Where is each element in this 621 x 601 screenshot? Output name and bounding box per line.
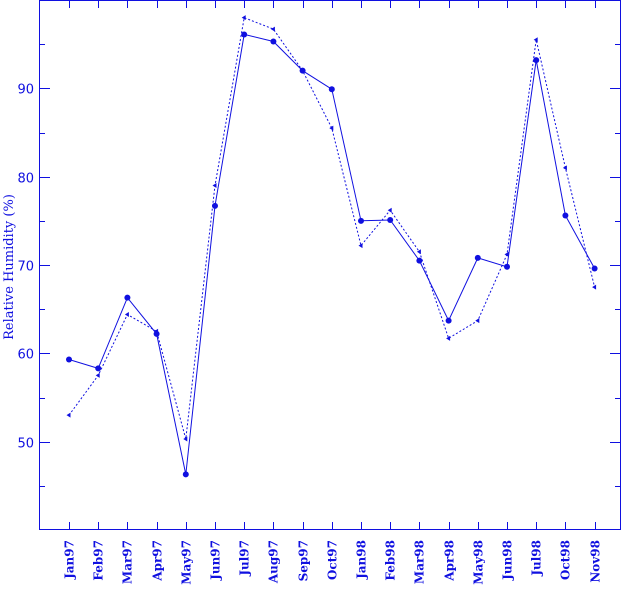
series-2-point [270,26,275,32]
x-tick-label: Apr98 [443,540,457,582]
series-1-point [66,356,72,363]
series-1-point [562,212,569,219]
series-1-point [212,202,218,209]
series-2-point [95,372,100,378]
series-2-point [416,249,421,255]
x-tick-label: Aug97 [267,540,281,584]
x-tick-label: Mar97 [121,540,135,584]
series-group [66,15,598,478]
series-2-point [154,328,159,334]
x-tick-label: Jan97 [63,540,77,580]
x-tick-label: May98 [472,540,486,585]
series-1-point [328,86,335,93]
series-1-point [270,38,277,45]
series-2-point [66,412,71,418]
series-1-point [591,265,598,272]
series-2-point [504,251,509,257]
y-axis-ticks: 50 60 70 80 90 [17,44,620,487]
x-tick-label: Feb97 [92,540,106,581]
x-axis-ticks: Jan97 Feb97 Mar97 Apr97 May97 Jun97 Jul97 Aug97… [63,0,603,585]
series-1-point [124,294,131,301]
series-1-point [358,217,364,224]
series-1-point [474,254,481,261]
series-2-point [183,436,188,442]
y-tick-label: 60 [17,348,34,363]
series-1-point [533,57,540,64]
series-2-point [446,335,451,341]
series-2-point [329,125,334,131]
x-tick-label: Oct98 [559,540,573,580]
y-axis-title: Relative Humidity (%) [2,194,17,340]
x-tick-label: May97 [180,540,194,585]
series-1-line [68,33,596,475]
x-tick-label: Mar98 [413,540,427,584]
series-2-point [533,37,538,43]
x-tick-label: Jul98 [530,540,544,577]
series-2-point [358,243,363,249]
series-1-point [504,263,510,270]
x-tick-label: Jun97 [209,540,223,581]
series-1-point [387,216,394,223]
series-2-point [592,284,597,290]
series-1-point [95,365,102,372]
x-tick-label: Jan98 [355,540,369,580]
series-2-point [387,207,392,213]
y-tick-label: 80 [17,172,34,187]
y-tick-label: 70 [17,260,34,275]
x-tick-label: Apr97 [151,540,165,582]
x-tick-label: Jun98 [501,540,515,581]
x-tick-label: Feb98 [384,540,398,581]
x-tick-label: Nov98 [589,540,603,583]
x-tick-label: Oct97 [326,540,340,580]
series-2-line [68,17,596,440]
x-tick-label: Jul97 [238,540,252,577]
series-1-point [416,257,423,264]
series-1-point [182,471,189,478]
y-tick-label: 90 [17,83,34,98]
series-2-point [124,311,129,317]
series-2-point [241,15,246,21]
series-2-point [475,318,480,324]
series-2-point [212,183,217,188]
y-tick-label: 50 [17,437,34,452]
series-2-point [300,68,305,74]
x-tick-label: Sep97 [297,540,311,581]
series-2-point [562,165,567,171]
series-1-point [445,317,452,324]
series-1-point [241,31,248,38]
